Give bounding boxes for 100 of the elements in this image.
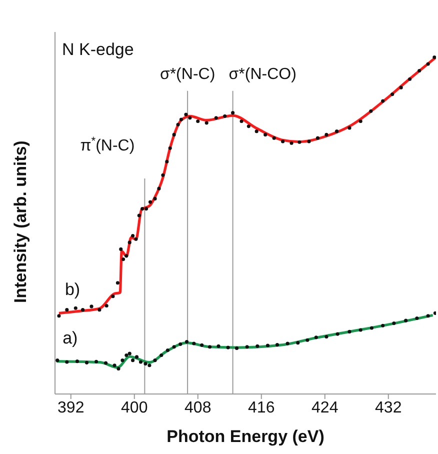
point bbox=[256, 344, 260, 348]
point bbox=[246, 124, 250, 128]
point bbox=[254, 130, 258, 134]
point bbox=[184, 112, 188, 116]
point bbox=[245, 345, 249, 349]
point bbox=[272, 136, 276, 140]
ref-line-label: π$^{*}$(N-C) bbox=[80, 135, 135, 154]
point bbox=[418, 68, 422, 73]
point bbox=[392, 322, 396, 326]
point bbox=[281, 140, 285, 144]
point bbox=[399, 86, 403, 90]
point bbox=[390, 92, 394, 96]
point bbox=[184, 340, 189, 344]
point bbox=[264, 132, 268, 136]
x-tick-label: 416 bbox=[248, 399, 275, 416]
point bbox=[306, 338, 310, 342]
point bbox=[188, 116, 192, 120]
point bbox=[381, 324, 385, 328]
x-tick-label: 424 bbox=[312, 399, 338, 416]
point bbox=[348, 330, 352, 334]
point bbox=[65, 360, 69, 364]
point bbox=[316, 136, 320, 140]
x-tick-label: 408 bbox=[184, 399, 212, 416]
annotation: N K-edge bbox=[62, 40, 134, 60]
point bbox=[240, 119, 244, 124]
point bbox=[161, 173, 165, 177]
point bbox=[381, 99, 385, 103]
point bbox=[140, 207, 144, 211]
point bbox=[314, 336, 318, 340]
point bbox=[148, 200, 152, 204]
point bbox=[415, 316, 419, 320]
point bbox=[80, 308, 85, 312]
point bbox=[179, 118, 183, 122]
point bbox=[286, 342, 290, 346]
point bbox=[404, 318, 408, 322]
point bbox=[370, 326, 374, 330]
y-axis-title: Intensity (arb. units) bbox=[11, 140, 30, 303]
x-tick-label: 392 bbox=[58, 399, 84, 416]
point bbox=[75, 360, 80, 364]
point bbox=[196, 119, 200, 124]
series-label: b) bbox=[64, 280, 80, 300]
point bbox=[160, 353, 164, 358]
point bbox=[111, 294, 115, 298]
point bbox=[84, 360, 89, 364]
point bbox=[120, 358, 124, 362]
x-axis-title: Photon Energy (eV) bbox=[166, 427, 324, 446]
point bbox=[112, 364, 116, 368]
x-tick-label: 432 bbox=[375, 399, 402, 416]
point bbox=[176, 122, 180, 126]
point bbox=[358, 119, 362, 124]
point bbox=[178, 342, 182, 346]
point bbox=[408, 77, 412, 81]
point bbox=[168, 146, 172, 150]
point bbox=[266, 344, 270, 348]
point bbox=[334, 130, 339, 134]
point bbox=[200, 343, 204, 347]
point bbox=[116, 281, 120, 285]
point bbox=[144, 362, 148, 366]
point bbox=[119, 247, 123, 251]
point bbox=[223, 114, 227, 118]
point bbox=[290, 141, 294, 145]
point bbox=[124, 353, 128, 358]
point bbox=[157, 186, 161, 190]
ref-line-label: σ*(N-C) bbox=[160, 66, 216, 83]
point bbox=[204, 121, 208, 125]
point bbox=[131, 358, 135, 362]
point bbox=[148, 364, 152, 368]
point bbox=[144, 207, 148, 211]
point bbox=[121, 258, 126, 262]
point bbox=[137, 214, 141, 218]
point bbox=[90, 304, 94, 308]
point bbox=[166, 348, 170, 352]
point bbox=[153, 358, 157, 362]
point bbox=[116, 366, 120, 371]
point bbox=[138, 360, 143, 364]
point bbox=[426, 62, 430, 66]
point bbox=[214, 116, 218, 120]
point bbox=[358, 328, 362, 332]
point bbox=[74, 306, 78, 310]
point bbox=[153, 196, 157, 200]
point bbox=[131, 234, 135, 238]
point bbox=[348, 126, 352, 130]
point bbox=[192, 342, 196, 346]
point bbox=[208, 345, 212, 349]
point bbox=[216, 344, 220, 348]
series-label: a) bbox=[62, 328, 78, 348]
point bbox=[104, 361, 108, 365]
point bbox=[234, 346, 239, 350]
point bbox=[104, 304, 108, 308]
point bbox=[57, 314, 61, 318]
ref-line-label: σ*(N-CO) bbox=[228, 66, 296, 83]
point bbox=[65, 308, 69, 312]
point bbox=[172, 345, 176, 349]
point bbox=[307, 140, 311, 144]
point bbox=[165, 160, 169, 164]
point bbox=[324, 132, 328, 136]
point bbox=[231, 111, 235, 115]
point bbox=[94, 360, 98, 364]
point bbox=[296, 341, 300, 345]
point bbox=[275, 343, 280, 347]
